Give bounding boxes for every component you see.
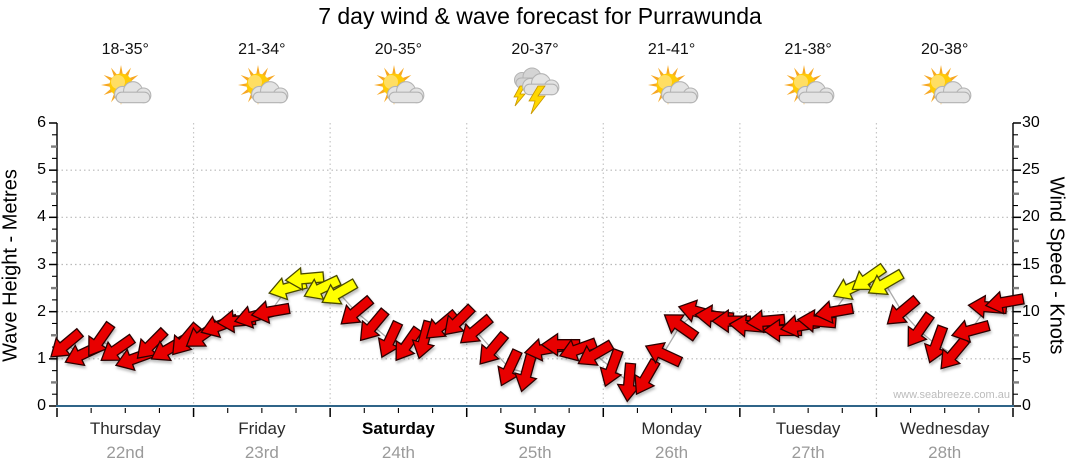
day-date-label: 27th [791, 443, 825, 462]
wind-arrow [50, 327, 85, 358]
wave-height-tick-label: 5 [37, 161, 46, 179]
wind-speed-tick-label: 0 [1022, 397, 1031, 414]
wind-arrow [940, 335, 971, 370]
wind-arrow [663, 314, 700, 342]
wind-arrow [443, 303, 477, 336]
wind-arrow [644, 342, 684, 368]
wind-arrow [459, 313, 494, 344]
partly-cloudy-icon [916, 64, 974, 116]
wind-arrow [907, 311, 935, 348]
wind-arrow [514, 352, 538, 393]
wave-height-tick-label: 1 [37, 349, 46, 367]
wave-height-tick-label: 3 [37, 255, 46, 273]
wind-speed-tick-label: 15 [1022, 255, 1040, 273]
partly-cloudy-icon [369, 64, 427, 116]
day-name-label: Tuesday [775, 419, 841, 438]
wind-speed-tick-label: 20 [1022, 208, 1040, 226]
wind-arrow [395, 325, 423, 362]
wind-arrow [340, 294, 375, 325]
wave-height-tick-label: 4 [37, 208, 46, 226]
wind-arrow [540, 332, 581, 357]
day-date-label: 23rd [244, 443, 279, 462]
wind-arrow [250, 300, 291, 325]
wind-arrow [88, 320, 116, 357]
partly-cloudy-icon [96, 64, 154, 116]
day-date-label: 25th [518, 443, 552, 462]
temperature-range: 20-38° [921, 41, 969, 58]
wind-arrow [303, 274, 342, 301]
day-name-label: Saturday [362, 419, 435, 438]
day-name-label: Thursday [89, 419, 161, 438]
partly-cloudy-icon [233, 64, 291, 116]
day-date-label: 22nd [106, 443, 145, 462]
partly-cloudy-icon [643, 64, 701, 116]
wind-arrow [558, 337, 599, 362]
thunderstorm-icon [506, 64, 564, 116]
temperature-range: 21-38° [784, 41, 832, 58]
wind-arrow [634, 357, 661, 396]
day-name-label: Sunday [504, 419, 566, 438]
temperature-range: 18-35° [101, 41, 149, 58]
wind-arrow [425, 308, 460, 339]
wind-arrow [100, 333, 137, 361]
wind-arrow [867, 268, 905, 296]
wind-speed-tick-label: 30 [1022, 114, 1040, 131]
wind-arrow [950, 319, 991, 343]
watermark: www.seabreeze.com.au [893, 389, 1010, 401]
wind-arrow [745, 309, 786, 334]
wind-arrow [284, 266, 325, 291]
temperature-range: 21-34° [238, 41, 286, 58]
wind-speed-tick-label: 5 [1022, 349, 1031, 367]
day-name-label: Friday [238, 419, 286, 438]
wind-arrow [813, 300, 855, 325]
day-date-label: 26th [655, 443, 689, 462]
wind-arrow [359, 307, 390, 342]
wind-arrow [599, 347, 624, 388]
wind-arrow [136, 326, 169, 359]
partly-cloudy-icon [779, 64, 837, 116]
temperature-range: 20-37° [511, 41, 559, 58]
wind-speed-tick-label: 10 [1022, 302, 1040, 320]
day-name-label: Wednesday [899, 419, 990, 438]
day-name-label: Monday [641, 419, 702, 438]
wind-speed-tick-label: 25 [1022, 161, 1040, 179]
wind-arrow [984, 290, 1025, 315]
wave-height-tick-label: 0 [37, 397, 46, 414]
wind-arrow [479, 330, 510, 365]
wind-arrow [886, 294, 921, 325]
day-date-label: 28th [928, 443, 962, 462]
wind-arrow [577, 339, 615, 366]
temperature-range: 21-41° [647, 41, 696, 58]
wave-height-tick-label: 2 [37, 302, 46, 320]
temperature-range: 20-35° [374, 41, 423, 58]
wave-height-tick-label: 6 [37, 114, 46, 131]
chart-title: 7 day wind & wave forecast for Purrawund… [318, 3, 762, 29]
wind-arrow [923, 324, 949, 364]
wind-arrow [616, 362, 641, 403]
wind-arrow [321, 278, 359, 305]
wind-arrow [851, 262, 888, 291]
day-date-label: 24th [381, 443, 415, 462]
